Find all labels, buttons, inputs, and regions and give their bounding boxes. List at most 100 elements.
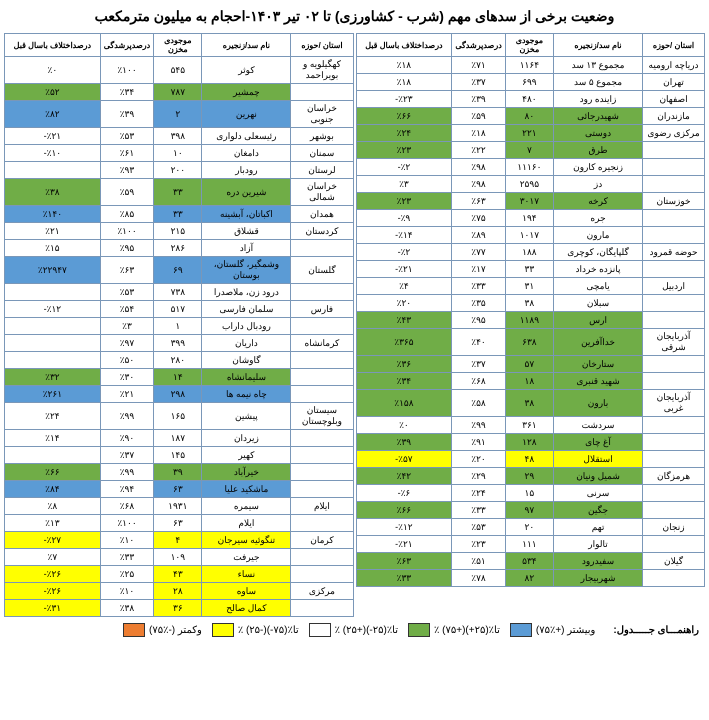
left-panel: استان /حوزه نام سد/زنجیره موجودی مخزن در… [4,33,354,617]
cell [643,570,705,587]
table-row: گیلانسفیدرود۵۳۴٪۵۱٪۶۳ [356,553,705,570]
cell: ٪۳۱- [5,600,101,617]
cell: ٪۸۹ [452,227,505,244]
cell: ٪۳ [100,318,153,335]
cell: ۱۱۶۴ [505,57,553,74]
cell: ٪۳۲ [5,369,101,386]
cell [643,312,705,329]
cell: ۲۵۹۵ [505,176,553,193]
cell: ٪۲۶۱ [5,386,101,403]
cell: ٪۹۱ [452,434,505,451]
table-container: استان /حوزه نام سد/زنجیره موجودی مخزن در… [0,33,709,617]
cell: اصفهان [643,91,705,108]
table-row: آزاد۲۸۶٪۹۵٪۱۵ [5,240,354,257]
cell: ۲۸۶ [154,240,202,257]
cell: ٪۲۶- [5,566,101,583]
cell: ۷ [505,142,553,159]
cell: کهیر [202,447,291,464]
table-row: مازندرانشهیدرجائی۸۰٪۵۹٪۶۶ [356,108,705,125]
table-row: پانزده خرداد۳۳٪۱۷٪۲۱- [356,261,705,278]
cell: ۹۷ [505,502,553,519]
cell: ۸۲ [505,570,553,587]
cell [643,373,705,390]
table-row: آغ چای۱۲۸٪۹۱٪۳۹ [356,434,705,451]
cell: ٪۲۹ [452,468,505,485]
cell: ٪۲۳ [356,193,452,210]
cell: ۳۶۱ [505,417,553,434]
cell: ٪۳ [356,176,452,193]
table-row: ارس۱۱۸۹٪۹۵٪۴۳ [356,312,705,329]
cell: ٪۹۵ [100,240,153,257]
cell: سیستان وبلوچستان [291,403,353,430]
cell [291,284,353,301]
cell: جیرفت [202,549,291,566]
cell: ٪۵۹ [452,108,505,125]
hdr-fill: درصدپرشدگی [100,34,153,57]
cell: ٪۳۵ [452,295,505,312]
cell: ۶۳۸ [505,329,553,356]
cell: ٪۴۲ [356,468,452,485]
legend: راهنمـــای جـــــدول: (۷۵٪+) وبیشتر٪ (۷۵… [0,617,709,643]
cell [291,84,353,101]
table-row: تهرانمجموع ۵ سد۶۹۹٪۳۷٪۱۸ [356,74,705,91]
cell: ٪۷۸ [452,570,505,587]
hdr-fill: درصدپرشدگی [452,34,505,57]
cell [291,549,353,566]
table-row: جره۱۹۴٪۷۵٪۹- [356,210,705,227]
cell: دریاچه ارومیه [643,57,705,74]
cell: ٪۳۳ [452,278,505,295]
cell: ٪۵۳ [100,284,153,301]
cell: کردستان [291,223,353,240]
cell: ۱۰ [154,145,202,162]
cell: ٪۲۴ [356,125,452,142]
cell: خراسان جنوبی [291,101,353,128]
cell: آذربایجان غربی [643,390,705,417]
table-row: دریاچه ارومیهمجموع ۱۳ سد۱۱۶۴٪۷۱٪۱۸ [356,57,705,74]
cell: ٪۶۳ [452,193,505,210]
cell: ٪۶۶ [356,502,452,519]
cell: ٪۲۷- [5,532,101,549]
cell: ٪۵۳ [100,128,153,145]
table-row: زنجانتهم۲۰٪۵۳٪۱۲- [356,519,705,536]
cell: ٪۵۷- [356,451,452,468]
cell: ۲۹ [505,468,553,485]
cell: ٪۵۹ [100,179,153,206]
cell [643,485,705,502]
table-row: ماشکید علیا۶۳٪۹۴٪۸۴ [5,481,354,498]
cell [291,515,353,532]
table-row: مارون۱۰۱۷٪۸۹٪۱۴- [356,227,705,244]
cell: آذربایجان شرقی [643,329,705,356]
cell: ۴۳ [154,566,202,583]
table-row: سلیمانشاه۱۴٪۳۰٪۳۲ [5,369,354,386]
cell: ۱۸۸ [505,244,553,261]
cell: کوثر [202,57,291,84]
cell: ٪۱۰- [5,145,101,162]
cell: زاینده رود [554,91,643,108]
cell: نساء [202,566,291,583]
table-row: خراسان شمالیشیرین دره۳۳٪۵۹٪۳۸ [5,179,354,206]
table-row: درود زن، ملاصدرا۷۳۸٪۵۳ [5,284,354,301]
cell: ۱۱۸۹ [505,312,553,329]
cell: ٪۳۸ [100,600,153,617]
legend-swatch [309,623,331,637]
cell: ٪۹۰ [100,430,153,447]
cell: جگین [554,502,643,519]
cell [291,464,353,481]
cell [291,481,353,498]
cell: لرستان [291,162,353,179]
legend-label: ٪ (۲۵-)تا٪(۷۵-) [238,625,299,636]
cell: دوستی [554,125,643,142]
cell: ستارخان [554,356,643,373]
table-row: خوزستانکرخه۳۰۱۷٪۶۳٪۲۳ [356,193,705,210]
hdr-province: استان /حوزه [291,34,353,57]
table-row: زیردان۱۸۷٪۹۰٪۱۴ [5,430,354,447]
cell: سلیمانشاه [202,369,291,386]
cell: دز [554,176,643,193]
table-row: آذربایجان غربیبارون۳۸٪۵۸٪۱۵۸ [356,390,705,417]
cell: مازندران [643,108,705,125]
cell: ۱۱۱۶۰ [505,159,553,176]
cell: ماشکید علیا [202,481,291,498]
hdr-province: استان /حوزه [643,34,705,57]
table-row: هرمزگانشمیل ونیان۲۹٪۲۹٪۴۲ [356,468,705,485]
hdr-name: نام سد/زنجیره [202,34,291,57]
